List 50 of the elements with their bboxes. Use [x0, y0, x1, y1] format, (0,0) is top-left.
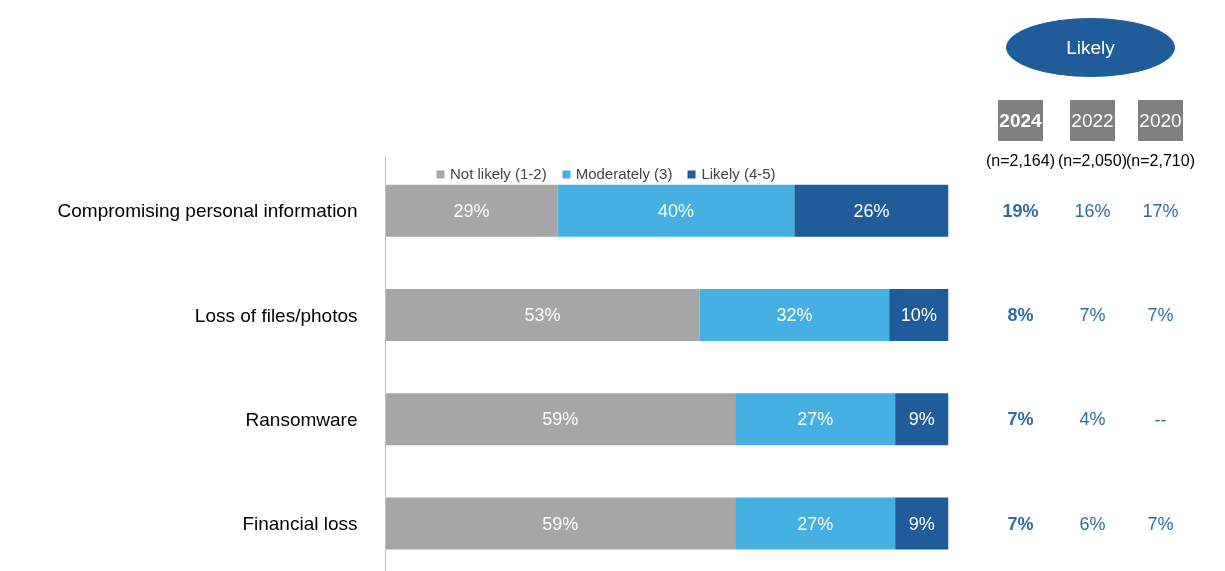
- text: 8%: [1007, 305, 1034, 326]
- text: 7%: [1147, 513, 1174, 534]
- bar: [385, 497, 736, 550]
- legend-label: Moderately (3): [575, 165, 673, 182]
- text: 2020: [1139, 110, 1182, 131]
- y-tick-label: Compromising personal information: [57, 200, 358, 222]
- bar: [889, 288, 949, 342]
- data-label: 9%: [908, 409, 935, 430]
- text: 7%: [1007, 513, 1034, 534]
- data-label: 59%: [542, 409, 579, 430]
- data-label: 40%: [657, 200, 694, 221]
- text: Likely: [1066, 37, 1116, 58]
- text: 7%: [1079, 305, 1106, 326]
- text: (n=2,050): [1058, 152, 1127, 169]
- bar: [385, 184, 558, 237]
- text: 6%: [1079, 513, 1106, 534]
- bar: [735, 497, 896, 550]
- text: 4%: [1079, 409, 1106, 430]
- text: 16%: [1074, 200, 1111, 221]
- text: (n=2,164): [986, 152, 1055, 169]
- y-tick-label: Ransomware: [245, 408, 358, 430]
- text: 7%: [1147, 305, 1174, 326]
- legend-label: Likely (4-5): [701, 165, 776, 182]
- data-label: 32%: [776, 305, 813, 326]
- data-label: 9%: [908, 513, 935, 534]
- data-label: 26%: [853, 200, 890, 221]
- data-label: 27%: [797, 513, 834, 534]
- data-label: 53%: [524, 305, 561, 326]
- y-tick-label: Loss of files/photos: [194, 304, 358, 326]
- bar: [385, 393, 736, 446]
- y-tick-label: Financial loss: [242, 513, 358, 535]
- bar: [794, 184, 949, 237]
- data-label: 10%: [900, 305, 937, 326]
- text: 19%: [1002, 200, 1039, 221]
- bar: [385, 288, 700, 342]
- text: --: [1154, 409, 1167, 430]
- bar: [699, 288, 890, 342]
- data-label: 59%: [542, 513, 579, 534]
- bar: [557, 184, 795, 237]
- text: (n=2,710): [1126, 152, 1195, 169]
- text: 17%: [1142, 200, 1179, 221]
- bar: [895, 393, 949, 446]
- data-label: 27%: [797, 409, 834, 430]
- legend-label: Not likely (1-2): [450, 165, 547, 182]
- data-label: 29%: [453, 200, 490, 221]
- bar: [895, 497, 949, 550]
- bar: [735, 393, 896, 446]
- text: 2022: [1071, 110, 1114, 131]
- text: 7%: [1007, 409, 1034, 430]
- text: 2024: [999, 110, 1043, 131]
